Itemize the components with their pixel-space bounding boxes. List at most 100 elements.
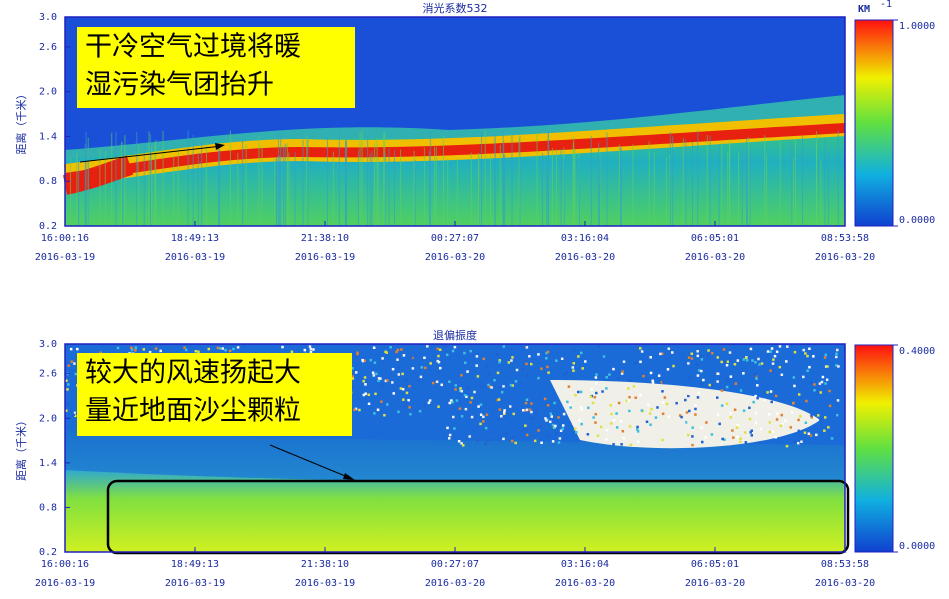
speckle xyxy=(510,359,513,362)
speckle xyxy=(380,383,383,387)
speckle xyxy=(665,402,669,406)
annotation-line: 较大的风速扬起大 xyxy=(85,358,301,389)
speckle xyxy=(496,371,500,375)
speckle xyxy=(464,407,468,411)
colorbar-tick-label: 0.0000 xyxy=(899,215,935,226)
speckle xyxy=(511,384,514,387)
speckle xyxy=(571,422,575,425)
speckle xyxy=(743,431,747,434)
speckle xyxy=(686,427,689,430)
speckle xyxy=(581,367,584,370)
speckle xyxy=(446,426,449,430)
x-tick-date: 2016-03-19 xyxy=(35,252,95,263)
speckle xyxy=(792,402,795,405)
speckle xyxy=(448,433,452,437)
x-tick-date: 2016-03-20 xyxy=(685,578,745,589)
speckle xyxy=(575,431,578,434)
chart-title: 消光系数532 xyxy=(423,1,488,15)
speckle xyxy=(470,415,474,419)
speckle xyxy=(813,383,816,386)
speckle xyxy=(386,379,389,382)
speckle xyxy=(67,383,70,386)
speckle xyxy=(835,364,838,367)
speckle xyxy=(758,363,761,366)
speckle xyxy=(817,391,820,395)
speckle xyxy=(581,417,585,420)
speckle xyxy=(447,437,451,440)
speckle xyxy=(660,352,664,356)
speckle xyxy=(460,442,463,445)
speckle xyxy=(130,348,134,351)
speckle xyxy=(750,429,753,433)
x-tick-time: 16:00:16 xyxy=(41,559,89,570)
speckle xyxy=(649,355,652,359)
speckle xyxy=(691,388,694,392)
speckle xyxy=(402,354,406,357)
speckle xyxy=(707,349,710,352)
speckle xyxy=(769,369,772,372)
speckle xyxy=(221,347,224,350)
speckle xyxy=(66,388,69,391)
speckle xyxy=(498,360,501,364)
speckle xyxy=(580,351,583,355)
speckle xyxy=(530,402,533,405)
speckle xyxy=(514,441,517,445)
speckle xyxy=(369,358,373,362)
speckle xyxy=(731,429,734,432)
speckle xyxy=(620,443,623,446)
annotation-box xyxy=(77,27,355,108)
speckle xyxy=(358,408,361,412)
speckle xyxy=(835,352,838,356)
speckle xyxy=(396,348,400,352)
speckle xyxy=(372,374,376,377)
speckle xyxy=(601,413,604,416)
annotation-line: 湿污染气团抬升 xyxy=(85,70,274,101)
speckle xyxy=(612,367,615,371)
speckle xyxy=(510,347,513,351)
arrow-head xyxy=(215,143,225,150)
speckle xyxy=(463,394,467,397)
speckle xyxy=(65,409,68,412)
y-tick-label: 0.8 xyxy=(39,502,57,513)
speckle xyxy=(793,440,796,444)
speckle xyxy=(670,429,673,432)
speckle xyxy=(835,355,838,359)
speckle xyxy=(590,387,594,391)
speckle xyxy=(656,406,659,409)
speckle xyxy=(678,414,682,417)
speckle xyxy=(500,415,503,418)
speckle xyxy=(725,398,728,402)
speckle xyxy=(672,364,675,368)
speckle xyxy=(537,376,540,380)
speckle xyxy=(733,408,737,412)
speckle xyxy=(768,430,772,434)
speckle xyxy=(726,360,729,364)
speckle xyxy=(716,380,719,383)
speckle xyxy=(548,418,552,422)
speckle xyxy=(725,363,729,367)
speckle xyxy=(622,360,626,363)
speckle xyxy=(663,396,667,399)
speckle xyxy=(389,345,392,349)
speckle xyxy=(620,372,624,375)
speckle xyxy=(391,367,395,371)
speckle xyxy=(402,398,405,401)
speckle xyxy=(607,415,610,419)
speckle xyxy=(512,436,516,439)
speckle xyxy=(711,351,714,355)
speckle xyxy=(381,357,384,360)
speckle xyxy=(498,386,502,389)
speckle xyxy=(148,350,152,354)
speckle xyxy=(525,346,529,349)
speckle xyxy=(700,369,703,373)
speckle xyxy=(809,434,813,437)
speckle xyxy=(550,415,553,418)
speckle xyxy=(503,412,506,416)
speckle xyxy=(545,419,548,422)
speckle xyxy=(605,429,609,432)
speckle xyxy=(792,376,796,379)
speckle xyxy=(621,370,624,373)
speckle xyxy=(537,353,540,356)
speckle xyxy=(651,381,655,384)
speckle xyxy=(820,380,824,384)
